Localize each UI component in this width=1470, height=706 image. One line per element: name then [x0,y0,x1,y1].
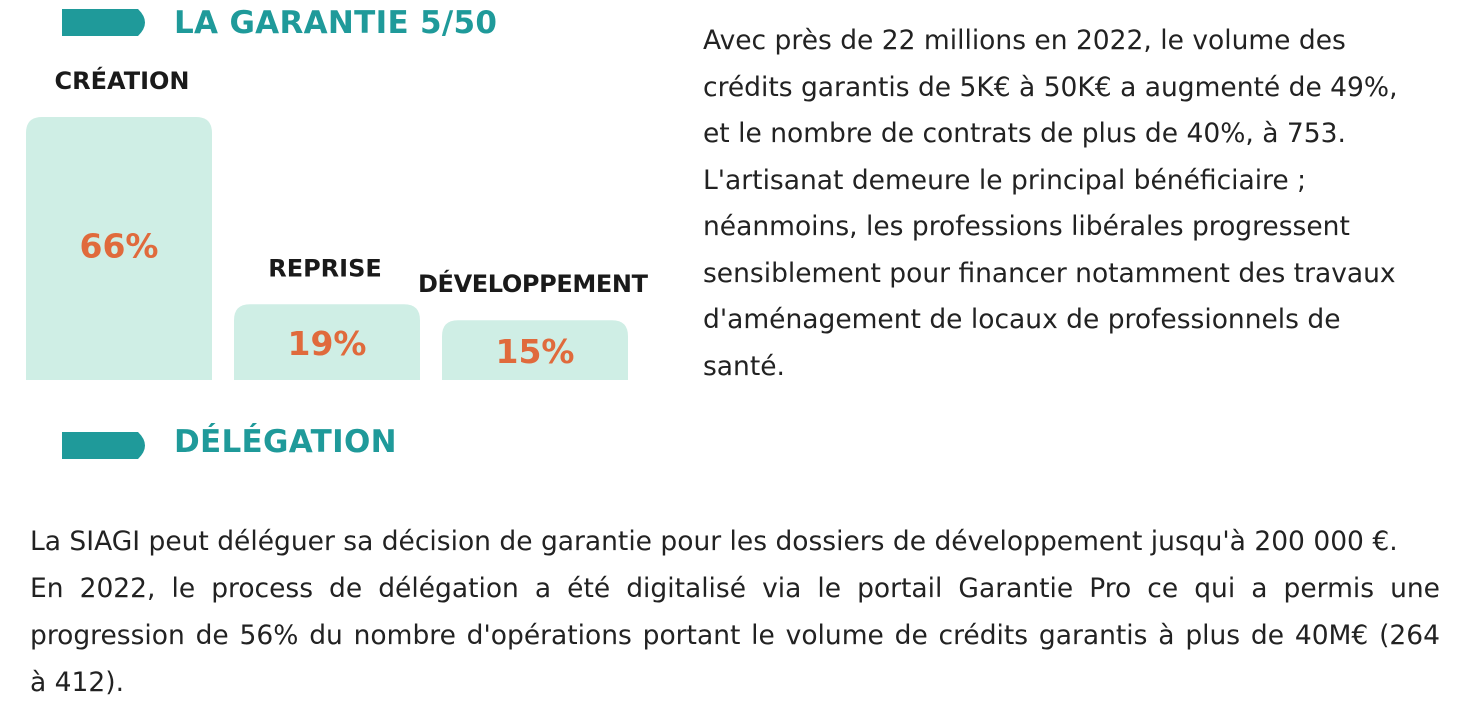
text-line: L'artisanat demeure le principal bénéfic… [703,164,1307,196]
text-line: d'aménagement de locaux de professionnel… [703,304,1341,335]
bar-chart: 66% CRÉATION 19% REPRISE 15% DÉVELOPPEMENT [26,66,649,380]
garantie-description: Avec près de 22 millions en 2022, le vol… [703,18,1448,390]
text-line: crédits garantis de 5K€ à 50K€ a augment… [703,71,1398,103]
category-label: CRÉATION [55,66,190,95]
text-line: néanmoins, les professions libérales pro… [703,211,1350,242]
text-line: Avec près de 22 millions en 2022, le vol… [703,25,1346,56]
text-line: santé. [703,350,785,382]
category-label: REPRISE [268,254,382,282]
text-line: à 412). [30,667,125,698]
delegation-description: La SIAGI peut déléguer sa décision de ga… [30,518,1440,706]
text-line: En 2022, le process de délégation a été … [30,573,1440,604]
text-line: La SIAGI peut déléguer sa décision de ga… [30,526,1398,557]
bar-value-label: 66% [80,227,159,266]
section-title-delegation: DÉLÉGATION [174,424,397,460]
bar-value-label: 19% [288,324,367,363]
arrow-tab-icon [62,432,152,459]
bar-développement [442,320,628,380]
arrow-tab-icon [62,9,152,36]
category-label: DÉVELOPPEMENT [418,269,649,298]
text-line: progression de 56% du nombre d'opération… [30,620,1440,651]
text-line: et le nombre de contrats de plus de 40%,… [703,118,1346,149]
section-title-garantie: LA GARANTIE 5/50 [174,5,498,41]
bar-création [26,117,212,380]
bar-value-label: 15% [496,332,575,371]
text-line: sensiblement pour financer notamment des… [703,257,1396,289]
bar-reprise [234,304,420,380]
